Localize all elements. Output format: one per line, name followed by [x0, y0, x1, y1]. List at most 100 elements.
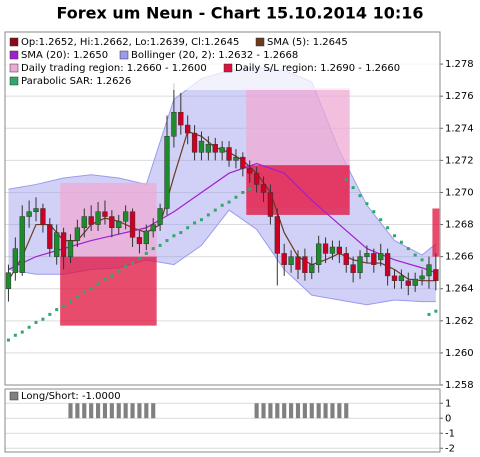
indicator-line	[8, 162, 437, 274]
candle-body	[412, 278, 418, 286]
sar-dot	[103, 277, 107, 281]
candle-body	[185, 124, 191, 134]
chart-title: Forex um Neun - Chart 15.10.2014 10:16	[56, 4, 423, 23]
long-short-bar	[102, 403, 108, 419]
sar-dot	[165, 239, 169, 243]
sar-dot	[117, 269, 121, 273]
candle-body	[378, 253, 384, 261]
long-short-bar	[337, 403, 342, 419]
sar-dot	[206, 213, 210, 217]
sar-dot	[186, 226, 190, 230]
long-short-bar	[268, 403, 273, 419]
candle-body	[212, 144, 218, 153]
legend-label: Op:1.2652, Hi:1.2662, Lo:1.2639, Cl:1.26…	[21, 37, 239, 48]
candle-body	[288, 256, 294, 265]
sar-dot	[434, 309, 438, 313]
sar-dot	[379, 218, 383, 222]
candle-body	[143, 230, 149, 245]
candle-body	[343, 253, 349, 265]
candle-body	[88, 216, 94, 225]
long-short-bar	[344, 403, 349, 419]
candle-body	[240, 156, 246, 169]
candle-body	[198, 140, 205, 153]
sar-dot	[34, 320, 38, 324]
candle-body	[102, 211, 108, 217]
sar-dot	[82, 290, 86, 294]
long-short-bar	[82, 403, 87, 419]
candle-body	[267, 192, 274, 217]
sar-dot	[386, 226, 390, 230]
candle-body	[384, 253, 391, 277]
y-tick-label: -2	[445, 443, 455, 454]
candle-body	[316, 243, 322, 265]
sar-dot	[193, 221, 197, 225]
long-short-bar	[282, 403, 287, 419]
candle-body	[322, 243, 329, 254]
candle-body	[26, 211, 32, 217]
legend-label: Daily S/L region: 1.2690 - 1.2660	[235, 63, 400, 74]
sar-dot	[413, 253, 417, 257]
long-short-bar	[295, 403, 301, 419]
candle-body	[233, 156, 239, 161]
y-tick-label: 1.272	[445, 155, 474, 166]
candle-body	[5, 272, 12, 289]
candle-body	[171, 111, 177, 137]
sar-dot	[344, 178, 348, 182]
y-tick-label: 1.258	[445, 380, 474, 391]
sar-dot	[144, 251, 148, 255]
long-short-bar	[75, 403, 80, 419]
sar-dot	[124, 264, 128, 268]
candle-body	[260, 184, 267, 193]
candle-layer	[5, 83, 439, 302]
candle-body	[329, 246, 336, 254]
sar-dot	[55, 308, 59, 312]
y-tick-label: 1.264	[445, 284, 474, 295]
candle-body	[371, 253, 377, 265]
candle-body	[33, 208, 39, 212]
candle-body	[47, 224, 53, 249]
y-tick-label: 1.268	[445, 220, 474, 231]
long-short-bar	[254, 403, 259, 419]
long-short-bar	[144, 403, 149, 419]
legend-swatch	[9, 391, 19, 401]
sar-dot	[241, 190, 245, 194]
long-short-bar	[137, 403, 142, 419]
candle-body	[336, 246, 343, 254]
sar-dot	[48, 312, 52, 316]
candle-body	[226, 147, 232, 161]
candle-body	[12, 248, 19, 273]
long-short-bar	[261, 403, 266, 419]
sar-dot	[131, 261, 135, 265]
legend-label: Parabolic SAR: 1.2626	[21, 76, 131, 87]
candle-body	[178, 111, 184, 126]
legend-label: SMA (20): 1.2650	[21, 50, 108, 61]
legend-swatch	[223, 63, 233, 73]
legend-swatch	[255, 37, 265, 47]
legend-swatch	[9, 63, 19, 73]
candle-body	[54, 232, 60, 257]
sar-dot	[351, 186, 355, 190]
candle-body	[391, 275, 398, 281]
candle-body	[309, 264, 315, 273]
long-short-bar	[289, 403, 294, 419]
legend-label: Bollinger (20, 2): 1.2632 - 1.2668	[131, 50, 298, 61]
legend-swatch	[9, 76, 19, 86]
long-short-bar	[130, 403, 135, 419]
sar-dot	[41, 317, 45, 321]
long-short-bar	[275, 403, 280, 419]
candle-body	[164, 136, 170, 209]
long-short-bar	[68, 403, 73, 419]
candle-body	[302, 256, 308, 273]
y-tick-label: 1.274	[445, 123, 474, 134]
sar-dot	[420, 258, 424, 262]
sar-dot	[20, 330, 24, 334]
long-short-bar	[116, 403, 121, 419]
sar-dot	[27, 325, 31, 329]
legend-label: SMA (5): 1.2645	[267, 37, 348, 48]
sar-dot	[110, 274, 114, 278]
sar-dot	[406, 247, 410, 251]
long-short-bar	[123, 403, 128, 419]
y-tick-label: 1.270	[445, 187, 474, 198]
sar-dot	[172, 234, 176, 238]
